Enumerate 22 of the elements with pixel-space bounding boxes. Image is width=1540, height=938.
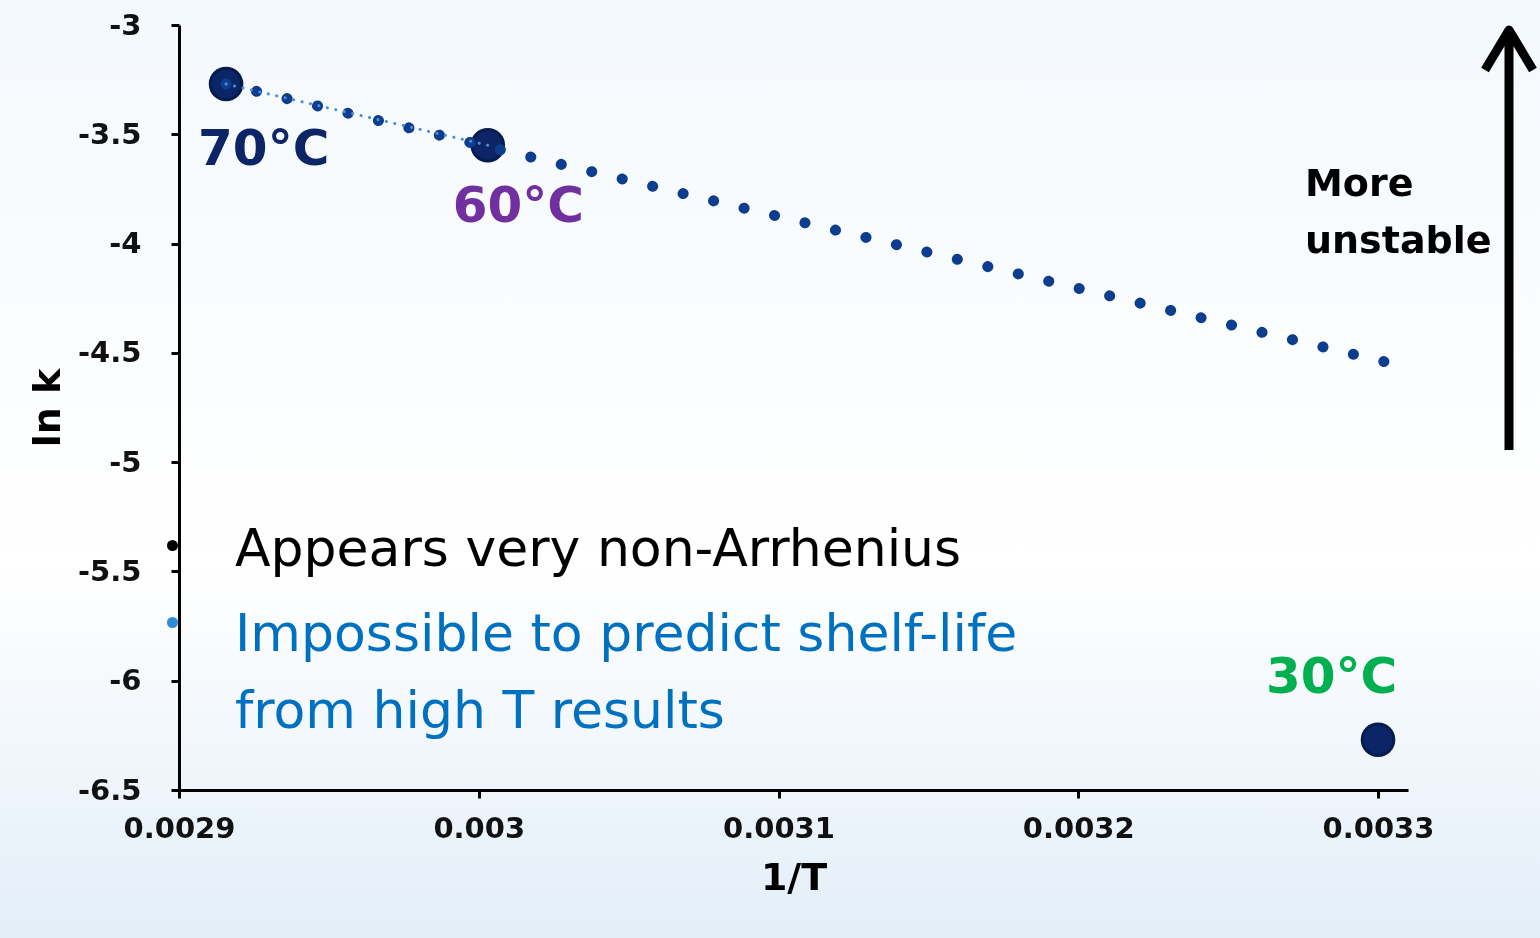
y-tick-label: -5 <box>109 444 142 479</box>
y-axis-title: ln k <box>25 367 70 448</box>
point <box>1360 722 1396 758</box>
y-tick-label: -3 <box>109 7 142 42</box>
annotation: 60°C <box>452 176 585 235</box>
x-tick-label: 0.0033 <box>1322 810 1435 845</box>
annotation: Impossible to predict shelf-life from high T results <box>235 602 1019 742</box>
x-tick-label: 0.0031 <box>723 810 835 845</box>
annotation: 30°C <box>1266 646 1398 705</box>
annotation: More unstable <box>1305 160 1492 264</box>
y-tick-label: -4.5 <box>78 335 142 370</box>
y-tick-label: -4 <box>109 226 142 261</box>
y-tick-label: -5.5 <box>78 553 142 588</box>
x-axis-title: 1/T <box>760 854 828 899</box>
x-tick-label: 0.003 <box>433 810 526 845</box>
x-tick-label: 0.0032 <box>1022 810 1135 845</box>
annotation: Appears very non-Arrhenius <box>235 518 962 578</box>
y-tick-label: -6.5 <box>78 772 142 807</box>
x-tick-label: 0.0029 <box>123 810 236 845</box>
y-tick-label: -6 <box>109 663 142 698</box>
y-tick-label: -3.5 <box>78 116 142 151</box>
annotation: 70°C <box>198 119 330 178</box>
